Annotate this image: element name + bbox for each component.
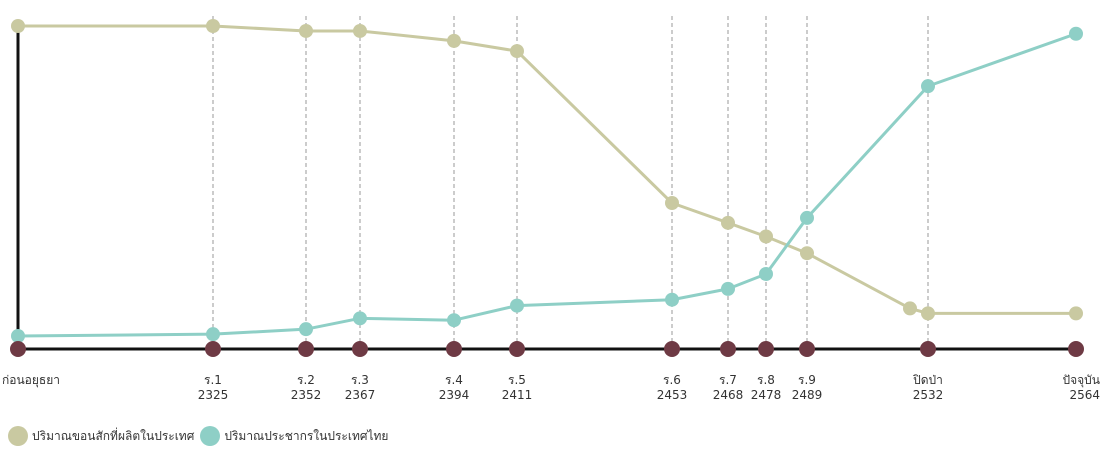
series-line-0 bbox=[18, 24, 1076, 315]
legend-label-population: ปริมาณประชากรในประเทศไทย bbox=[224, 428, 389, 443]
legend-swatch-population bbox=[200, 426, 221, 446]
tick-year-5: 2411 bbox=[502, 388, 533, 402]
series-lines bbox=[17, 24, 1077, 338]
axis-marker-5 bbox=[509, 341, 525, 357]
axis-marker-0 bbox=[10, 341, 26, 357]
series-1-point-8 bbox=[759, 267, 773, 281]
axis-marker-4 bbox=[446, 341, 462, 357]
tick-label-5: ร.5 bbox=[508, 373, 526, 387]
tick-label-9: ร.9 bbox=[798, 373, 816, 387]
tick-year-3: 2367 bbox=[345, 388, 376, 402]
tick-year-11: 2564 bbox=[1069, 388, 1100, 402]
series-1-point-3 bbox=[353, 311, 367, 326]
tick-label-6: ร.6 bbox=[663, 373, 681, 387]
tick-label-1: ร.1 bbox=[204, 373, 222, 387]
tick-year-10: 2532 bbox=[913, 388, 944, 402]
series-0-point-6 bbox=[665, 196, 679, 211]
series-0-point-9 bbox=[800, 246, 814, 261]
series-0-point-10 bbox=[903, 301, 917, 316]
series-0-point-3 bbox=[353, 23, 367, 38]
legend-label-teak: ปริมาณขอนสักที่ผลิตในประเทศ bbox=[32, 428, 195, 443]
axis-marker-10 bbox=[920, 341, 936, 357]
series-0-point-4 bbox=[447, 33, 461, 48]
series-1-point-7 bbox=[721, 281, 735, 296]
series-0-point-2 bbox=[299, 23, 313, 38]
series-points bbox=[11, 19, 1083, 343]
tick-label-3: ร.3 bbox=[351, 373, 369, 387]
series-0-point-7 bbox=[721, 215, 735, 230]
tick-label-2: ร.2 bbox=[297, 373, 315, 387]
series-0-point-0 bbox=[11, 19, 25, 33]
legend-item-teak: ปริมาณขอนสักที่ผลิตในประเทศ bbox=[8, 426, 194, 446]
tick-year-4: 2394 bbox=[439, 388, 470, 402]
axis-marker-9 bbox=[799, 341, 815, 357]
axis-marker-1 bbox=[205, 341, 221, 357]
series-1-point-11 bbox=[1069, 26, 1083, 41]
legend: ปริมาณขอนสักที่ผลิตในประเทศ ปริมาณประชาก… bbox=[8, 426, 394, 446]
tick-year-9: 2489 bbox=[792, 388, 823, 402]
tick-year-8: 2478 bbox=[751, 388, 782, 402]
series-0-point-8 bbox=[759, 229, 773, 244]
legend-swatch-teak bbox=[8, 426, 28, 446]
series-1-point-10 bbox=[921, 79, 935, 94]
series-0-point-1 bbox=[206, 19, 220, 33]
axis-marker-8 bbox=[758, 341, 774, 357]
series-1-point-2 bbox=[299, 322, 313, 337]
axis-marker-6 bbox=[664, 341, 680, 357]
axes bbox=[16, 26, 1076, 351]
series-0-point-11 bbox=[921, 306, 935, 321]
series-1-point-9 bbox=[800, 210, 814, 225]
grid-lines bbox=[212, 16, 929, 349]
series-1-point-0 bbox=[11, 329, 25, 343]
tick-label-4: ร.4 bbox=[445, 373, 463, 387]
tick-label-8: ร.8 bbox=[757, 373, 775, 387]
axis-marker-11 bbox=[1068, 341, 1084, 357]
tick-year-7: 2468 bbox=[713, 388, 744, 402]
series-0-point-5 bbox=[510, 44, 524, 59]
tick-year-1: 2325 bbox=[198, 388, 229, 402]
tick-year-2: 2352 bbox=[291, 388, 322, 402]
axis-markers bbox=[10, 341, 1084, 357]
legend-item-population: ปริมาณประชากรในประเทศไทย bbox=[200, 426, 388, 446]
tick-label-0: ก่อนอยุธยา bbox=[2, 373, 60, 388]
axis-marker-7 bbox=[720, 341, 736, 357]
series-0-point-12 bbox=[1069, 306, 1083, 321]
tick-label-10: ปิดป่า bbox=[913, 373, 943, 387]
axis-marker-2 bbox=[298, 341, 314, 357]
axis-marker-3 bbox=[352, 341, 368, 357]
tick-label-11: ปัจจุบัน bbox=[1063, 373, 1101, 388]
series-line-1 bbox=[17, 32, 1077, 338]
tick-year-6: 2453 bbox=[657, 388, 688, 402]
tick-label-7: ร.7 bbox=[719, 373, 737, 387]
series-1-point-1 bbox=[206, 327, 220, 342]
series-1-point-5 bbox=[510, 298, 524, 313]
series-1-point-4 bbox=[447, 313, 461, 328]
series-1-point-6 bbox=[665, 292, 679, 307]
